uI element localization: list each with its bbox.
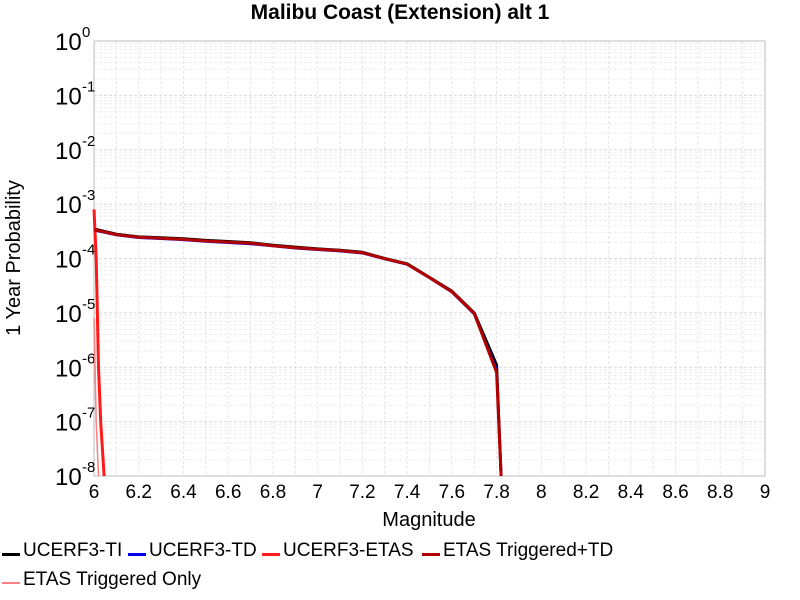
series-line-ucerf3-etas bbox=[92, 209, 106, 477]
x-axis-label: Magnitude bbox=[382, 509, 475, 531]
x-tick-label: 8.8 bbox=[707, 482, 733, 503]
x-tick-label: 7.8 bbox=[483, 482, 509, 503]
y-tick-base: 10 bbox=[55, 83, 82, 110]
x-tick-label: 7.4 bbox=[394, 482, 421, 503]
x-tick-label: 8.4 bbox=[618, 482, 645, 503]
y-tick-label: 10 -5 bbox=[55, 296, 95, 328]
legend-swatch bbox=[2, 582, 20, 584]
series-line-etas-triggered-td bbox=[93, 228, 503, 477]
x-tick-label: 8.6 bbox=[662, 482, 688, 503]
series-line-ucerf3-ti bbox=[93, 227, 503, 477]
y-tick-label: 10 0 bbox=[55, 24, 90, 56]
y-tick-base: 10 bbox=[55, 192, 82, 219]
legend-item-ucerf3-ti: UCERF3-TI bbox=[2, 540, 122, 562]
legend-swatch bbox=[2, 552, 20, 556]
grid-lines bbox=[93, 41, 766, 477]
x-tick-label: 8 bbox=[536, 482, 547, 503]
x-tick-labels: 6 6.2 6.4 6.6 6.8 7 7.2 7.4 7.6 7.8 8 8.2 8.4 8.6 8.8 9 bbox=[89, 482, 771, 503]
legend-swatch bbox=[422, 552, 440, 556]
legend-label: ETAS Triggered Only bbox=[23, 569, 202, 590]
y-tick-exponent: -8 bbox=[82, 459, 95, 476]
y-tick-base: 10 bbox=[55, 301, 82, 328]
y-tick-exponent: -4 bbox=[82, 242, 95, 259]
y-tick-exponent: -3 bbox=[82, 187, 95, 204]
y-tick-exponent: 0 bbox=[82, 24, 90, 41]
x-tick-label: 6.6 bbox=[215, 482, 241, 503]
legend: UCERF3-TI UCERF3-TD UCERF3-ETAS ETAS Tri… bbox=[0, 536, 800, 600]
x-tick-label: 6.2 bbox=[126, 482, 152, 503]
y-tick-exponent: -6 bbox=[82, 350, 95, 367]
y-tick-base: 10 bbox=[55, 464, 82, 491]
y-tick-label: 10 -1 bbox=[55, 78, 95, 110]
y-tick-label: 10 -6 bbox=[55, 350, 95, 382]
y-tick-base: 10 bbox=[55, 247, 82, 274]
y-axis-label: 1 Year Probability bbox=[3, 180, 25, 336]
legend-item-ucerf3-td: UCERF3-TD bbox=[128, 540, 257, 562]
y-tick-label: 10 -8 bbox=[55, 459, 95, 491]
y-tick-exponent: -7 bbox=[82, 405, 95, 422]
y-tick-base: 10 bbox=[55, 29, 82, 56]
legend-label: ETAS Triggered+TD bbox=[443, 540, 614, 561]
y-tick-label: 10 -2 bbox=[55, 133, 95, 165]
series-line-etas-triggered-only bbox=[93, 318, 100, 477]
x-tick-label: 8.2 bbox=[573, 482, 599, 503]
legend-item-etas-triggered-only: ETAS Triggered Only bbox=[2, 569, 201, 591]
y-tick-exponent: -5 bbox=[82, 296, 95, 313]
chart-title: Malibu Coast (Extension) alt 1 bbox=[251, 1, 550, 24]
legend-label: UCERF3-TD bbox=[149, 540, 257, 561]
legend-item-ucerf3-etas: UCERF3-ETAS bbox=[262, 540, 414, 562]
plot-area-border bbox=[93, 40, 766, 477]
x-tick-label: 7.2 bbox=[349, 482, 375, 503]
x-tick-label: 7 bbox=[312, 482, 323, 503]
legend-swatch bbox=[128, 552, 146, 556]
y-tick-base: 10 bbox=[55, 355, 82, 382]
x-tick-label: 6.4 bbox=[170, 482, 197, 503]
legend-label: UCERF3-ETAS bbox=[283, 540, 414, 561]
series-lines bbox=[92, 209, 503, 477]
y-tick-exponent: -2 bbox=[82, 133, 95, 150]
x-tick-label: 9 bbox=[760, 482, 771, 503]
y-tick-label: 10 -7 bbox=[55, 405, 95, 437]
y-tick-base: 10 bbox=[55, 410, 82, 437]
y-tick-label: 10 -4 bbox=[55, 242, 95, 274]
x-tick-label: 6.8 bbox=[260, 482, 286, 503]
legend-label: UCERF3-TI bbox=[23, 540, 123, 561]
x-tick-label: 7.6 bbox=[439, 482, 465, 503]
y-tick-exponent: -1 bbox=[82, 78, 95, 95]
legend-item-etas-triggered-td: ETAS Triggered+TD bbox=[422, 540, 613, 562]
x-tick-label: 6 bbox=[89, 482, 100, 503]
chart-figure: Malibu Coast (Extension) alt 1 6 6.2 6.4 6.… bbox=[3, 1, 771, 531]
legend-swatch bbox=[262, 552, 280, 556]
y-tick-base: 10 bbox=[55, 138, 82, 165]
y-tick-label: 10 -3 bbox=[55, 187, 95, 219]
